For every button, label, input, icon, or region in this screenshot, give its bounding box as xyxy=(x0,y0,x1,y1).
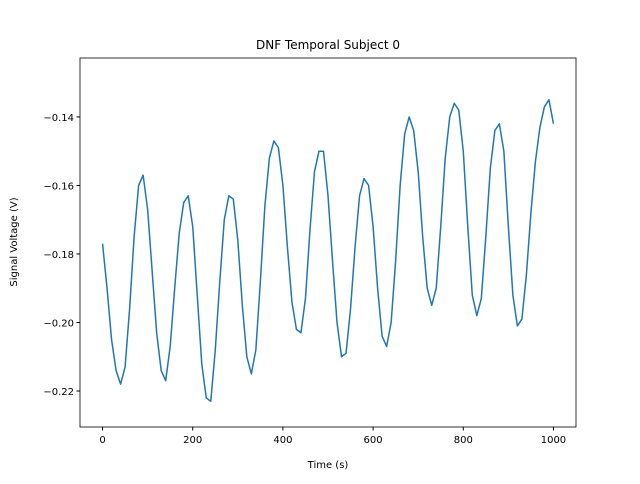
y-tick-label: −0.20 xyxy=(43,319,74,330)
plot-frame xyxy=(79,57,577,428)
x-tick-label: 1000 xyxy=(541,435,566,446)
y-tick-label: −0.22 xyxy=(43,387,74,398)
x-tick-label: 0 xyxy=(99,435,105,446)
y-tick-label: −0.14 xyxy=(43,113,74,124)
y-axis-label: Signal Voltage (V) xyxy=(9,197,20,286)
y-tick-label: −0.16 xyxy=(43,181,74,192)
x-tick-label: 400 xyxy=(273,435,292,446)
chart-title: DNF Temporal Subject 0 xyxy=(256,38,400,52)
y-tick-label: −0.18 xyxy=(43,250,74,261)
data-line xyxy=(101,99,555,403)
x-axis-label: Time (s) xyxy=(307,460,349,471)
x-tick-label: 600 xyxy=(364,435,383,446)
x-tick-label: 200 xyxy=(183,435,202,446)
x-tick-label: 800 xyxy=(454,435,473,446)
